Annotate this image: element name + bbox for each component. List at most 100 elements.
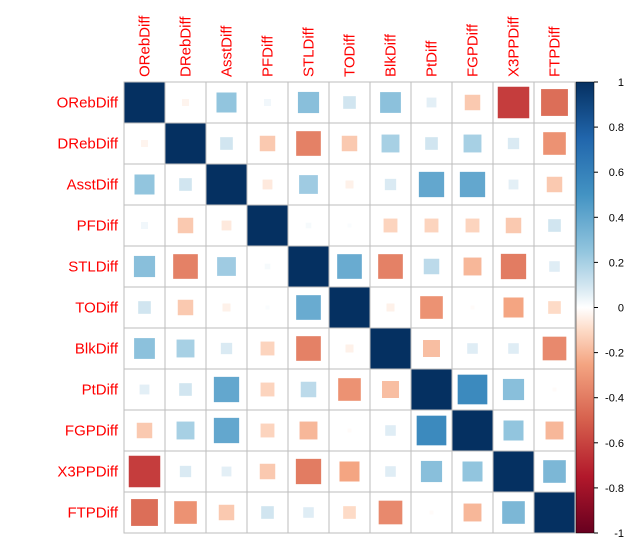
cell-STLDiff-BlkDiff xyxy=(378,254,403,279)
cell-FGPDiff-FGPDiff xyxy=(452,410,493,451)
cell-PFDiff-PtDiff xyxy=(424,218,439,233)
cell-PFDiff-X3PPDiff xyxy=(505,217,522,234)
cell-PFDiff-ORebDiff xyxy=(141,222,148,229)
legend-tick-label: 0.8 xyxy=(609,122,624,134)
cell-DRebDiff-FTPDiff xyxy=(543,132,566,155)
cell-FTPDiff-BlkDiff xyxy=(378,500,403,525)
cell-AsstDiff-DRebDiff xyxy=(179,178,192,191)
column-label: BlkDiff xyxy=(383,33,400,77)
cell-FGPDiff-BlkDiff xyxy=(385,425,396,436)
cell-X3PPDiff-DRebDiff xyxy=(179,465,192,478)
cell-DRebDiff-ORebDiff xyxy=(141,140,148,147)
cell-ORebDiff-DRebDiff xyxy=(182,99,189,106)
legend-tick-label: 0.6 xyxy=(609,167,624,179)
row-label: X3PPDiff xyxy=(57,464,118,481)
cell-TODiff-FTPDiff xyxy=(548,301,561,314)
column-labels: ORebDiff DRebDiff AsstDiff PFDiff STLDiff TOD… xyxy=(137,15,564,77)
cell-AsstDiff-PFDiff xyxy=(262,179,273,190)
cell-ORebDiff-STLDiff xyxy=(297,91,320,114)
cell-PtDiff-TODiff xyxy=(338,378,361,401)
cell-FGPDiff-DRebDiff xyxy=(176,421,195,440)
cell-PtDiff-DRebDiff xyxy=(179,383,192,396)
cell-ORebDiff-TODiff xyxy=(343,96,356,109)
cell-AsstDiff-X3PPDiff xyxy=(508,179,519,190)
cell-TODiff-ORebDiff xyxy=(138,301,151,314)
cell-FGPDiff-FTPDiff xyxy=(545,421,564,440)
cell-BlkDiff-FGPDiff xyxy=(467,343,478,354)
column-label: STLDiff xyxy=(301,26,318,77)
column-label: FGPDiff xyxy=(465,23,482,77)
cell-PtDiff-AsstDiff xyxy=(213,376,240,403)
cell-PtDiff-X3PPDiff xyxy=(502,378,525,401)
cell-AsstDiff-BlkDiff xyxy=(384,178,397,191)
cell-FTPDiff-STLDiff xyxy=(303,507,314,518)
cell-DRebDiff-FGPDiff xyxy=(463,134,482,153)
cell-AsstDiff-STLDiff xyxy=(299,175,318,194)
cell-PFDiff-AsstDiff xyxy=(221,220,232,231)
cell-AsstDiff-TODiff xyxy=(345,180,354,189)
cell-ORebDiff-X3PPDiff xyxy=(497,86,530,119)
color-legend: 1 0.8 0.6 0.4 0.2 0 -0.2 -0.4 -0.6 -0.8 -1 xyxy=(575,77,624,540)
cell-X3PPDiff-PtDiff xyxy=(420,460,443,483)
row-label: ORebDiff xyxy=(57,95,119,112)
cell-PtDiff-STLDiff xyxy=(300,381,317,398)
cell-PFDiff-FGPDiff xyxy=(465,218,480,233)
row-label: AsstDiff xyxy=(67,177,119,194)
cell-FGPDiff-STLDiff xyxy=(299,421,318,440)
cell-FTPDiff-DRebDiff xyxy=(174,501,197,524)
cell-BlkDiff-X3PPDiff xyxy=(508,343,519,354)
cell-TODiff-PtDiff xyxy=(420,296,443,319)
cell-DRebDiff-BlkDiff xyxy=(381,134,400,153)
cell-PtDiff-PFDiff xyxy=(260,382,275,397)
cell-STLDiff-FTPDiff xyxy=(549,261,560,272)
cell-TODiff-AsstDiff xyxy=(222,303,231,312)
cell-BlkDiff-AsstDiff xyxy=(220,342,233,355)
cell-DRebDiff-AsstDiff xyxy=(220,137,233,150)
cell-STLDiff-PtDiff xyxy=(423,258,440,275)
cell-BlkDiff-ORebDiff xyxy=(134,338,155,359)
cell-STLDiff-AsstDiff xyxy=(217,257,236,276)
legend-tick-label: -0.8 xyxy=(605,483,624,495)
column-label: X3PPDiff xyxy=(506,16,523,77)
row-labels: ORebDiff DRebDiff AsstDiff PFDiff STLDiff TOD… xyxy=(57,95,119,522)
cell-FTPDiff-PtDiff xyxy=(429,510,434,515)
cell-BlkDiff-BlkDiff xyxy=(370,328,411,369)
legend-tick-label: -0.2 xyxy=(605,348,624,360)
cell-FGPDiff-PFDiff xyxy=(260,423,275,438)
cell-X3PPDiff-ORebDiff xyxy=(128,455,161,488)
cell-FTPDiff-TODiff xyxy=(343,506,356,519)
cell-PFDiff-STLDiff xyxy=(305,222,312,229)
cell-STLDiff-X3PPDiff xyxy=(500,253,527,280)
column-label: AsstDiff xyxy=(219,25,236,77)
cell-AsstDiff-FTPDiff xyxy=(546,176,563,193)
legend-tick-label: 0 xyxy=(618,303,624,315)
legend-tick-label: 0.4 xyxy=(609,212,624,224)
cell-DRebDiff-DRebDiff xyxy=(165,123,206,164)
cell-X3PPDiff-FTPDiff xyxy=(543,460,566,483)
cell-BlkDiff-DRebDiff xyxy=(176,339,195,358)
cell-FGPDiff-PtDiff xyxy=(416,415,447,446)
cell-DRebDiff-STLDiff xyxy=(296,131,321,156)
column-label: PFDiff xyxy=(260,35,277,77)
cell-PFDiff-BlkDiff xyxy=(383,218,398,233)
cell-STLDiff-STLDiff xyxy=(288,246,329,287)
legend-tick-label: -0.4 xyxy=(605,393,624,405)
legend-tick-label: -0.6 xyxy=(605,438,624,450)
cell-BlkDiff-FTPDiff xyxy=(542,336,567,361)
cell-ORebDiff-BlkDiff xyxy=(380,92,401,113)
cell-STLDiff-FGPDiff xyxy=(463,257,482,276)
cell-X3PPDiff-PFDiff xyxy=(259,463,276,480)
cell-FTPDiff-FTPDiff xyxy=(534,492,575,533)
column-label: TODiff xyxy=(342,33,359,77)
cell-TODiff-DRebDiff xyxy=(177,299,194,316)
cell-STLDiff-DRebDiff xyxy=(173,254,198,279)
cell-AsstDiff-FGPDiff xyxy=(459,171,486,198)
cell-FGPDiff-TODiff xyxy=(347,428,352,433)
cell-AsstDiff-AsstDiff xyxy=(206,164,247,205)
cell-DRebDiff-PFDiff xyxy=(259,135,276,152)
row-label: TODiff xyxy=(75,300,119,317)
cell-FGPDiff-ORebDiff xyxy=(136,422,153,439)
cell-PtDiff-PtDiff xyxy=(411,369,452,410)
cell-STLDiff-PFDiff xyxy=(264,263,271,270)
correlation-cells xyxy=(124,82,575,533)
